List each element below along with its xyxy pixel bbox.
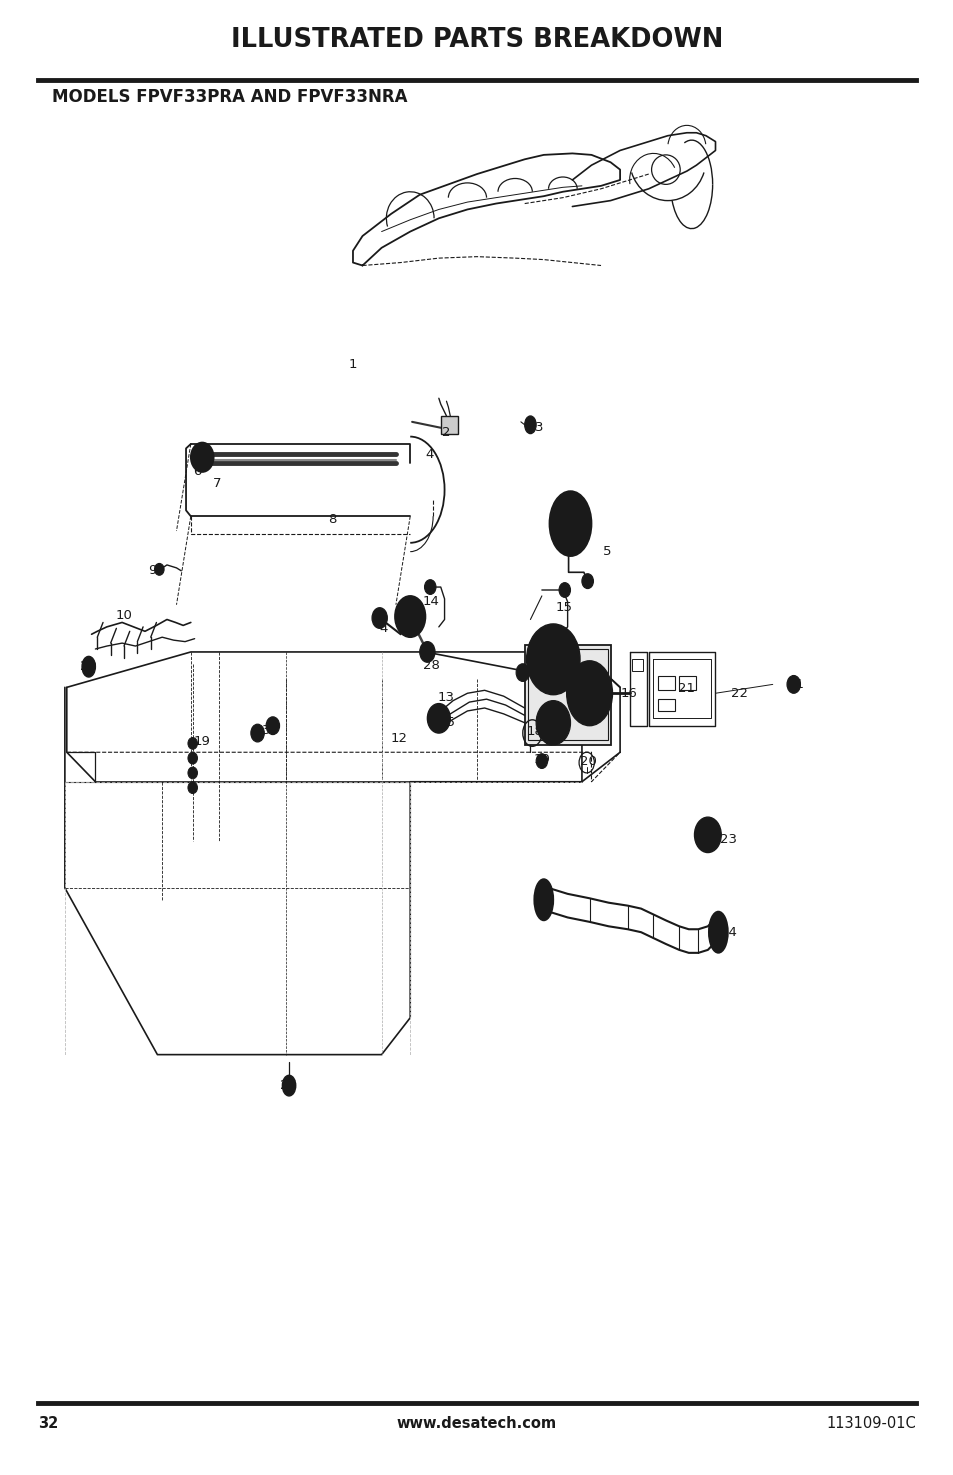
Ellipse shape — [566, 661, 612, 726]
Text: 29: 29 — [80, 661, 97, 673]
Text: MODELS FPVF33PRA AND FPVF33NRA: MODELS FPVF33PRA AND FPVF33NRA — [52, 88, 408, 106]
Text: 27: 27 — [406, 611, 423, 622]
Text: 25: 25 — [437, 717, 455, 729]
Ellipse shape — [534, 879, 553, 920]
Ellipse shape — [536, 754, 547, 768]
Ellipse shape — [372, 608, 387, 628]
Ellipse shape — [188, 752, 197, 764]
Text: 28: 28 — [422, 659, 439, 671]
Ellipse shape — [524, 416, 536, 434]
Ellipse shape — [195, 447, 209, 468]
Text: 4: 4 — [425, 448, 433, 460]
Bar — [440, 416, 457, 434]
Ellipse shape — [251, 724, 264, 742]
Text: 9: 9 — [149, 565, 156, 577]
Text: 6: 6 — [193, 466, 201, 478]
Bar — [524, 645, 610, 745]
Text: 21: 21 — [678, 683, 695, 695]
Text: www.desatech.com: www.desatech.com — [396, 1416, 557, 1431]
Text: 19: 19 — [533, 754, 550, 766]
Ellipse shape — [266, 717, 279, 735]
Text: 10: 10 — [115, 609, 132, 621]
Ellipse shape — [188, 767, 197, 779]
Ellipse shape — [395, 596, 425, 637]
Text: 2: 2 — [442, 426, 450, 438]
Text: 11: 11 — [786, 678, 803, 690]
Ellipse shape — [581, 574, 593, 589]
Ellipse shape — [82, 656, 95, 677]
Ellipse shape — [419, 642, 435, 662]
Bar — [679, 676, 696, 690]
Ellipse shape — [154, 563, 164, 575]
Text: 14: 14 — [422, 596, 439, 608]
Text: 7: 7 — [213, 478, 221, 490]
Ellipse shape — [516, 664, 529, 681]
Ellipse shape — [694, 817, 720, 853]
Ellipse shape — [282, 1075, 295, 1096]
Text: 113109-01C: 113109-01C — [825, 1416, 915, 1431]
Text: 8: 8 — [328, 513, 335, 525]
Ellipse shape — [402, 605, 417, 628]
Text: 18: 18 — [526, 726, 543, 738]
Ellipse shape — [188, 782, 197, 794]
Bar — [631, 659, 642, 671]
Bar — [658, 676, 675, 690]
Text: 15: 15 — [555, 602, 572, 614]
Ellipse shape — [526, 624, 579, 695]
Ellipse shape — [549, 491, 591, 556]
Text: 4: 4 — [379, 622, 387, 634]
Text: ILLUSTRATED PARTS BREAKDOWN: ILLUSTRATED PARTS BREAKDOWN — [231, 27, 722, 53]
Ellipse shape — [188, 738, 197, 749]
Text: 5: 5 — [602, 546, 610, 558]
Ellipse shape — [575, 673, 603, 714]
Ellipse shape — [424, 580, 436, 594]
Ellipse shape — [708, 912, 727, 953]
Text: 23: 23 — [720, 833, 737, 845]
Text: 17: 17 — [551, 730, 568, 742]
Text: 26: 26 — [279, 1080, 296, 1092]
Text: 24: 24 — [720, 926, 737, 938]
Text: 3: 3 — [535, 422, 542, 434]
Text: 19: 19 — [193, 736, 211, 748]
Text: 13: 13 — [437, 692, 455, 704]
Ellipse shape — [536, 701, 570, 745]
Bar — [527, 649, 607, 740]
Ellipse shape — [427, 704, 450, 733]
Text: 20: 20 — [579, 755, 597, 767]
Text: 30: 30 — [261, 724, 278, 736]
Ellipse shape — [558, 583, 570, 597]
Text: 1: 1 — [349, 358, 356, 370]
Text: 32: 32 — [38, 1416, 58, 1431]
Text: 16: 16 — [619, 687, 637, 699]
Text: 22: 22 — [730, 687, 747, 699]
Bar — [658, 699, 675, 711]
Text: 12: 12 — [390, 733, 407, 745]
Ellipse shape — [786, 676, 800, 693]
Ellipse shape — [191, 442, 213, 472]
Ellipse shape — [536, 636, 570, 683]
Ellipse shape — [556, 502, 584, 546]
